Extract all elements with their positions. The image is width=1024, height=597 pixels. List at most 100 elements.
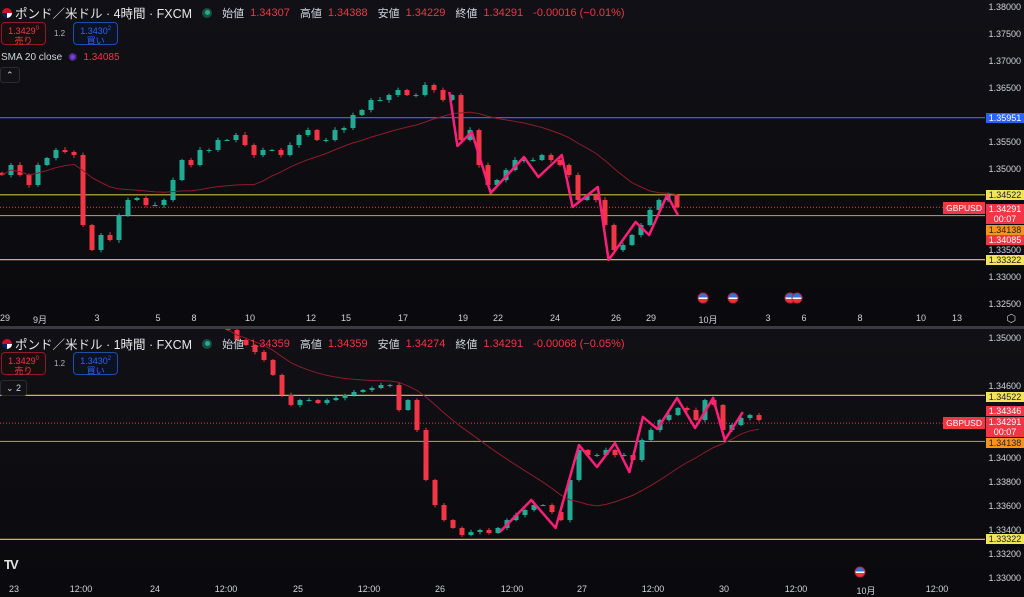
candle-body bbox=[548, 155, 554, 160]
candle bbox=[756, 413, 762, 422]
candle bbox=[495, 527, 501, 534]
close-value: 1.34291 bbox=[483, 337, 524, 350]
candle bbox=[432, 478, 438, 508]
tradingview-logo[interactable]: TV bbox=[4, 557, 19, 572]
sell-price: 1.3429 bbox=[8, 356, 36, 366]
candle-body bbox=[341, 128, 347, 131]
candle bbox=[486, 528, 492, 535]
chart-pane-4h[interactable]: ポンド／米ドル · 4時間 · FXCM 始値 1.34307 高値 1.34388… bbox=[0, 0, 1024, 326]
candle-body bbox=[459, 527, 465, 536]
chevron-down-icon: ⌄ bbox=[6, 383, 17, 393]
open-label: 始値 bbox=[222, 338, 245, 351]
chart-canvas-4h[interactable] bbox=[0, 0, 1024, 326]
us-flag-event-icon[interactable] bbox=[854, 566, 866, 578]
candle bbox=[647, 207, 653, 227]
date-tick: 26 bbox=[610, 313, 622, 323]
date-tick: 12:00 bbox=[500, 584, 524, 594]
date-tick: 12 bbox=[305, 313, 317, 323]
price-tick: 1.32500 bbox=[988, 299, 1021, 309]
candle bbox=[675, 407, 681, 416]
candle bbox=[404, 88, 410, 97]
date-tick: 10 bbox=[244, 313, 256, 323]
candle-body bbox=[252, 344, 258, 353]
candle-body bbox=[306, 400, 312, 402]
candle bbox=[414, 398, 420, 433]
buy-button[interactable]: 1.34302 買い bbox=[73, 22, 119, 46]
candle bbox=[305, 127, 311, 137]
last-price-badge: 1.34291 bbox=[986, 417, 1024, 427]
hexagon-gear-icon[interactable]: ⬡ bbox=[1006, 313, 1016, 325]
candle-body bbox=[215, 140, 221, 150]
sell-button[interactable]: 1.34290 売り bbox=[1, 22, 46, 46]
candle-body bbox=[170, 180, 176, 200]
collapse-legend-button[interactable]: ⌃ bbox=[0, 67, 20, 83]
us-flag-event-icon[interactable] bbox=[727, 292, 739, 304]
candle-body bbox=[251, 145, 257, 156]
expand-legend-button[interactable]: ⌄ 2 bbox=[0, 380, 28, 396]
candle-body bbox=[44, 157, 50, 166]
candle-body bbox=[368, 99, 374, 110]
price-tick: 1.33000 bbox=[988, 272, 1021, 282]
candle bbox=[89, 223, 95, 252]
chart-canvas-1h[interactable] bbox=[0, 329, 1024, 597]
candle-body bbox=[405, 400, 411, 410]
candle bbox=[260, 147, 266, 157]
price-tick: 1.33000 bbox=[988, 573, 1021, 583]
zigzag-drawing[interactable] bbox=[498, 396, 744, 533]
sell-button[interactable]: 1.34290 売り bbox=[1, 352, 46, 376]
date-tick: 29 bbox=[0, 313, 11, 323]
candle bbox=[620, 242, 626, 252]
gear-icon[interactable]: ✺ bbox=[68, 52, 78, 64]
us-flag-event-icon[interactable] bbox=[697, 292, 709, 304]
zigzag-drawing[interactable] bbox=[448, 91, 680, 262]
price-tick: 1.35500 bbox=[988, 137, 1021, 147]
sell-price-sup: 0 bbox=[35, 356, 39, 362]
candle-body bbox=[261, 352, 267, 360]
candle-body bbox=[666, 415, 672, 420]
close-label: 終値 bbox=[455, 7, 478, 20]
candle-body bbox=[314, 130, 320, 141]
us-flag-event-icon[interactable] bbox=[791, 292, 803, 304]
candle-body bbox=[521, 159, 527, 161]
symbol-title[interactable]: ポンド／米ドル · 1時間 · FXCM bbox=[15, 338, 193, 352]
candle bbox=[170, 177, 176, 202]
candle bbox=[333, 395, 339, 402]
date-tick: 9月 bbox=[32, 315, 48, 325]
candle-body bbox=[693, 410, 699, 420]
candle-body bbox=[350, 115, 356, 129]
date-tick: 3 bbox=[765, 313, 771, 323]
candle bbox=[342, 393, 348, 401]
candle bbox=[270, 359, 276, 376]
candle-body bbox=[675, 407, 681, 416]
candle bbox=[179, 158, 185, 182]
candle-body bbox=[585, 449, 591, 455]
symbol-tag: GBPUSD bbox=[943, 417, 985, 429]
candle bbox=[71, 150, 77, 158]
candle bbox=[143, 196, 149, 208]
candle bbox=[278, 148, 284, 158]
candle-body bbox=[566, 165, 572, 175]
price-tick: 1.33400 bbox=[988, 525, 1021, 535]
symbol-title[interactable]: ポンド／米ドル · 4時間 · FXCM bbox=[15, 7, 193, 21]
chart-pane-1h[interactable]: ポンド／米ドル · 1時間 · FXCM 始値 1.34359 高値 1.34359… bbox=[0, 329, 1024, 597]
candle-body bbox=[80, 155, 86, 225]
indicator-legend[interactable]: SMA 20 close ✺ 1.34085 bbox=[1, 51, 120, 64]
candle-body bbox=[558, 512, 564, 521]
sell-label: 売り bbox=[14, 366, 33, 376]
spread: 1.2 bbox=[54, 359, 66, 368]
date-tick: 22 bbox=[492, 313, 504, 323]
candle-body bbox=[179, 159, 185, 181]
date-tick: 19 bbox=[457, 313, 469, 323]
candle bbox=[369, 386, 375, 392]
candle-body bbox=[477, 530, 483, 533]
candle-body bbox=[359, 109, 365, 115]
candle bbox=[378, 382, 384, 390]
date-tick: 12:00 bbox=[784, 584, 808, 594]
date-tick: 17 bbox=[397, 313, 409, 323]
pane-separator[interactable] bbox=[0, 326, 1024, 329]
date-tick: 3 bbox=[94, 313, 100, 323]
candle-body bbox=[647, 209, 653, 225]
buy-price: 1.3430 bbox=[80, 26, 108, 36]
price-tick: 1.34000 bbox=[988, 453, 1021, 463]
buy-button[interactable]: 1.34302 買い bbox=[73, 352, 119, 376]
